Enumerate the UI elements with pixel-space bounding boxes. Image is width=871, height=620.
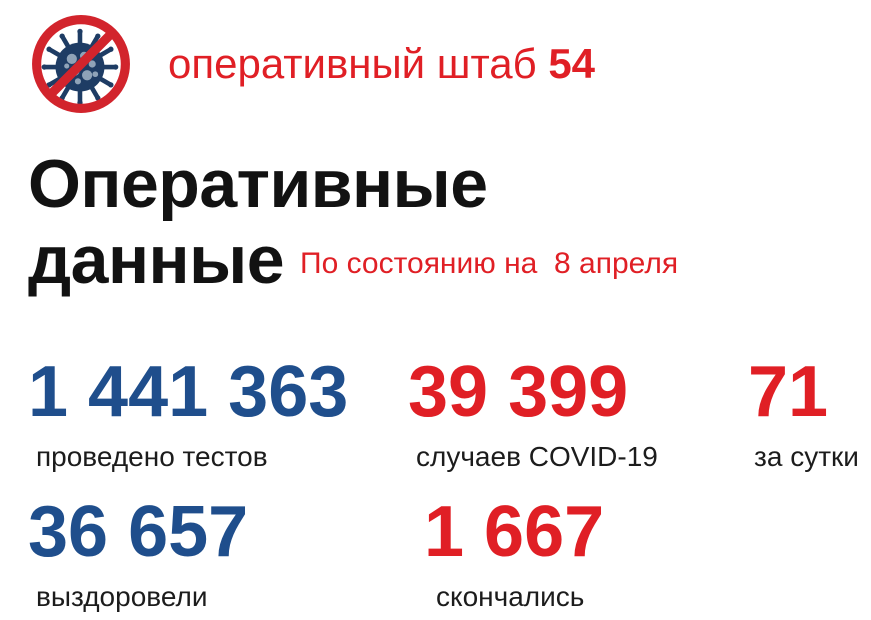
stat-tests-value: 1 441 363 xyxy=(28,352,349,432)
stat-daily: 71 за сутки xyxy=(748,356,859,473)
stat-daily-value: 71 xyxy=(748,352,829,432)
org-title: оперативный штаб 54 xyxy=(168,43,595,85)
page-title-line1: Оперативные xyxy=(28,146,488,222)
stat-deaths-label: скончались xyxy=(436,581,585,612)
org-title-text: оперативный штаб xyxy=(168,40,549,87)
date-note: По состоянию на 8 апреля xyxy=(300,247,679,280)
page-title: Оперативные данные xyxy=(28,146,488,298)
stat-recovered-label: выздоровели xyxy=(36,581,208,612)
stat-cases-value: 39 399 xyxy=(408,352,629,432)
stat-cases-label: случаев COVID-19 xyxy=(416,441,658,472)
prohibition-ring xyxy=(32,15,130,113)
stat-deaths-value: 1 667 xyxy=(424,492,605,572)
virus-spike-tips xyxy=(41,28,119,106)
header: оперативный штаб 54 xyxy=(30,13,595,115)
page-title-line2: данные xyxy=(28,222,285,298)
no-coronavirus-icon xyxy=(32,15,130,113)
stat-recovered: 36 657 выздоровели xyxy=(28,496,248,613)
stat-cases: 39 399 случаев COVID-19 xyxy=(408,356,658,473)
prohibition-slash xyxy=(46,29,116,99)
org-title-number: 54 xyxy=(548,40,596,87)
stat-deaths: 1 667 скончались xyxy=(424,496,604,613)
stat-daily-label: за сутки xyxy=(754,441,859,472)
stat-tests-label: проведено тестов xyxy=(36,441,268,472)
stat-tests: 1 441 363 проведено тестов xyxy=(28,356,348,473)
stat-recovered-value: 36 657 xyxy=(28,492,249,572)
